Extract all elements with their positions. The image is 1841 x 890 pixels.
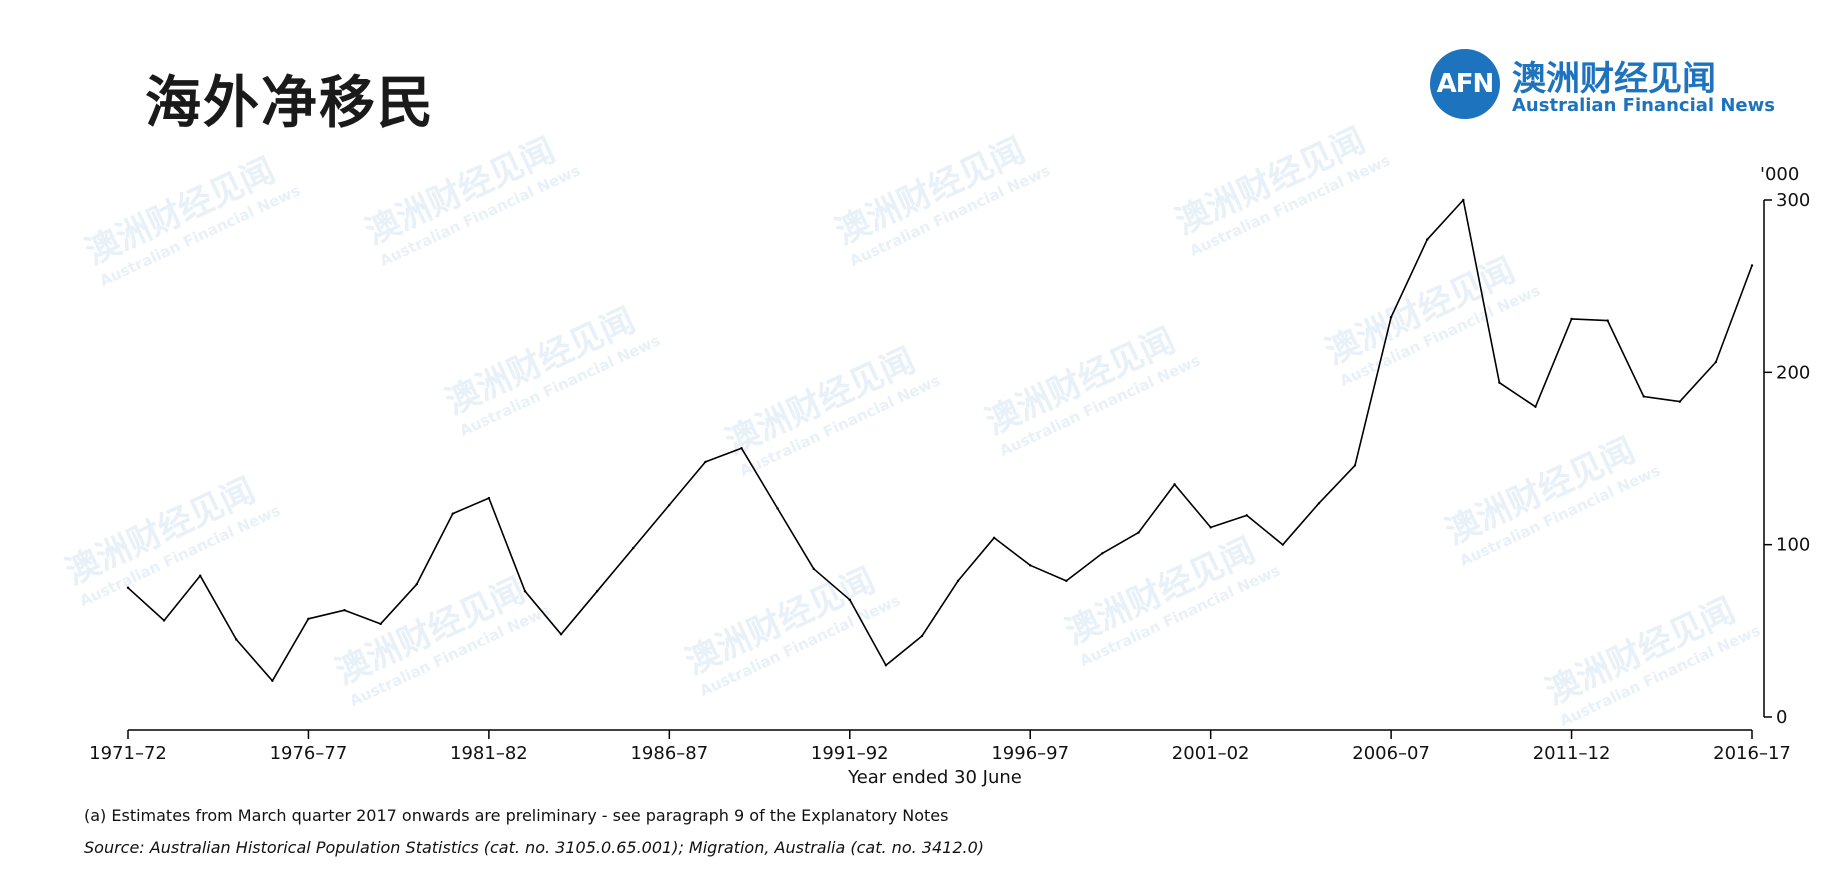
source-note: Source: Australian Historical Population… [84, 838, 985, 857]
data-point [812, 567, 815, 570]
x-tick-label: 2016–17 [1713, 743, 1791, 764]
y-tick-label: 300 [1776, 190, 1810, 211]
data-point [1426, 238, 1429, 241]
data-point [162, 619, 166, 622]
data-point [1498, 381, 1501, 384]
page-title: 海外净移民 [145, 71, 435, 136]
data-point [1606, 319, 1609, 322]
x-tick-label: 2011–12 [1533, 743, 1611, 764]
data-point [1389, 315, 1393, 319]
y-tick-label: 100 [1776, 535, 1810, 556]
data-point [1065, 579, 1068, 583]
data-point [1029, 564, 1032, 567]
data-point [307, 617, 310, 620]
data-point [126, 586, 130, 589]
data-point [884, 664, 888, 667]
data-point [343, 608, 346, 612]
chart-series [126, 198, 1754, 683]
data-point [1534, 405, 1537, 408]
chart-ticks: 0 100 200 300 1971–72 1976–77 1981–82 1986–87 19… [89, 190, 1810, 764]
data-point [632, 546, 635, 550]
data-point [595, 589, 599, 593]
data-point [235, 638, 238, 641]
data-point [1281, 543, 1285, 546]
data-point [1570, 317, 1573, 321]
data-point [415, 583, 418, 586]
data-point [559, 633, 563, 636]
x-tick-label: 2001–02 [1172, 743, 1250, 764]
data-point [992, 536, 996, 539]
afn-logo-icon: AFN [1430, 49, 1500, 119]
y-tick-label: 0 [1776, 707, 1787, 728]
data-point [1353, 464, 1357, 467]
data-point [1750, 264, 1754, 267]
y-unit-label: '000 [1760, 164, 1799, 185]
data-point [1317, 502, 1321, 505]
x-tick-label: 2006–07 [1352, 743, 1430, 764]
data-point [920, 634, 924, 638]
data-point [1642, 395, 1645, 398]
data-point [956, 579, 960, 583]
series-line [127, 199, 1753, 682]
y-tick-label: 200 [1776, 362, 1810, 383]
brand-logo: AFN 澳洲财经见闻 Australian Financial News [1430, 49, 1775, 121]
brand-name-en: Australian Financial News [1512, 95, 1775, 116]
data-point [379, 622, 382, 626]
data-point [1245, 514, 1248, 517]
x-tick-label: 1971–72 [89, 743, 167, 764]
data-point [776, 507, 779, 510]
footnote: (a) Estimates from March quarter 2017 on… [84, 806, 949, 825]
data-point [1678, 400, 1682, 403]
brand-name-cn: 澳洲财经见闻 [1512, 59, 1716, 99]
data-point [1209, 526, 1212, 529]
data-point [451, 512, 454, 515]
x-tick-label: 1991–92 [811, 743, 889, 764]
data-point [740, 446, 743, 450]
x-tick-label: 1996–97 [991, 743, 1069, 764]
data-point [198, 574, 202, 577]
data-point [704, 460, 707, 464]
x-tick-label: 1981–82 [450, 743, 528, 764]
data-point [1714, 360, 1718, 364]
data-point [487, 496, 491, 500]
data-point [848, 598, 851, 602]
data-point [1101, 552, 1104, 555]
chart-axes [128, 200, 1765, 731]
data-point [668, 503, 671, 507]
data-point [523, 589, 527, 593]
data-point [271, 679, 274, 683]
data-point [1173, 483, 1176, 486]
x-tick-label: 1986–87 [630, 743, 708, 764]
x-axis-title: Year ended 30 June [847, 767, 1022, 788]
data-point [1137, 531, 1140, 534]
data-point [1462, 198, 1465, 202]
x-tick-label: 1976–77 [270, 743, 348, 764]
